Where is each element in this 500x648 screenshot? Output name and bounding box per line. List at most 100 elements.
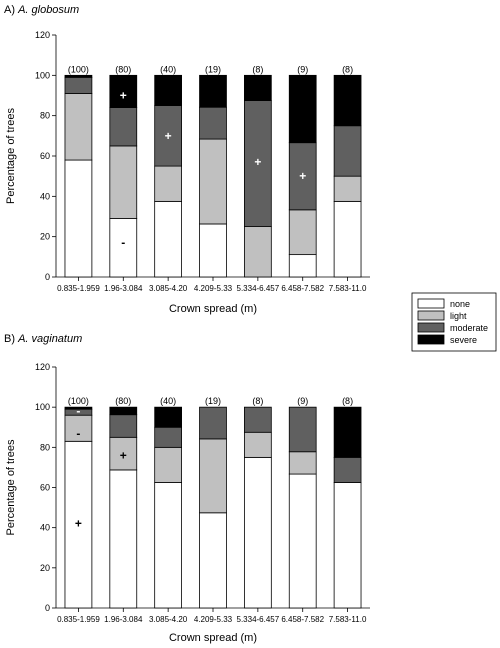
bar-segment-light	[199, 138, 227, 225]
y-tick-label: 100	[35, 70, 50, 80]
sample-size-label: (80)	[115, 64, 131, 74]
significance-marker: +	[165, 129, 172, 143]
bar-segment-none	[288, 473, 317, 609]
legend-swatch-none	[417, 298, 445, 309]
bar-segment-none	[333, 200, 362, 278]
bar-segment-moderate	[333, 125, 362, 177]
bar-segment-none	[288, 254, 317, 278]
bar-segment-none	[154, 200, 183, 278]
bar-segment-moderate	[109, 414, 138, 438]
legend-label-light: light	[450, 311, 467, 321]
panel-b-species: A. vaginatum	[17, 333, 82, 345]
significance-marker: -	[121, 236, 125, 250]
y-tick-label: 120	[35, 30, 50, 40]
sample-size-label: (8)	[252, 396, 263, 406]
bar-segment-moderate	[154, 426, 183, 448]
sample-size-label: (100)	[68, 396, 89, 406]
x-tick-label: 0.835-1.959	[57, 284, 100, 293]
panel-a-title: A) A. globosum	[4, 4, 79, 16]
y-axis-label: Percentage of trees	[5, 108, 17, 205]
sample-size-label: (8)	[342, 396, 353, 406]
bar-segment-severe	[109, 74, 138, 109]
bar-segment-moderate	[64, 76, 93, 94]
y-tick-label: 60	[40, 483, 50, 493]
bar-segment-none	[109, 469, 138, 609]
bar-segment-none	[243, 456, 272, 609]
bar-segment-severe	[333, 406, 362, 458]
bar-segment-light	[64, 414, 93, 442]
y-axis-label: Percentage of trees	[5, 439, 17, 536]
bar-segment-light	[288, 451, 317, 475]
bar-segment-light	[64, 93, 93, 161]
bar-segment-light	[109, 145, 138, 219]
legend-swatch-moderate	[417, 322, 445, 333]
bar-segment-moderate	[199, 106, 227, 140]
x-tick-label: 4.209-5.33	[194, 615, 233, 624]
panel-a-prefix: A)	[4, 4, 15, 16]
bar-segment-light	[243, 226, 272, 278]
bar-segment-none	[333, 482, 362, 609]
x-tick-label: 6.458-7.582	[281, 284, 324, 293]
sample-size-label: (19)	[205, 396, 221, 406]
bar-segment-severe	[288, 74, 317, 144]
sample-size-label: (19)	[205, 64, 221, 74]
bar-segment-severe	[109, 406, 138, 416]
bar-segment-severe	[199, 74, 227, 108]
bar-segment-severe	[64, 406, 93, 410]
bar-segment-severe	[333, 74, 362, 127]
bar-segment-moderate	[199, 406, 227, 440]
x-tick-label: 1.96-3.084	[104, 284, 143, 293]
x-tick-label: 5.334-6.457	[237, 284, 280, 293]
y-tick-label: 80	[40, 442, 50, 452]
bar-segment-light	[199, 438, 227, 514]
legend-label-none: none	[450, 299, 470, 309]
bar-segment-none	[154, 482, 183, 609]
significance-marker: +	[254, 155, 261, 169]
x-tick-label: 6.458-7.582	[281, 615, 324, 624]
panel-b-title: B) A. vaginatum	[4, 333, 82, 345]
y-tick-label: 40	[40, 191, 50, 201]
bar-segment-moderate	[109, 107, 138, 147]
legend: none light moderate severe	[411, 292, 497, 352]
legend-swatch-severe	[417, 334, 445, 345]
x-axis-label: Crown spread (m)	[169, 632, 257, 644]
bar-segment-moderate	[288, 142, 317, 211]
bar-segment-severe	[154, 74, 183, 106]
significance-marker: -	[76, 426, 80, 440]
bar-segment-none	[199, 223, 227, 278]
x-tick-label: 3.085-4.20	[149, 284, 188, 293]
significance-marker: +	[75, 517, 82, 531]
panel-a-species: A. globosum	[17, 4, 79, 16]
bar-segment-severe	[64, 74, 93, 78]
bar-segment-severe	[243, 74, 272, 101]
bar-segment-moderate	[243, 100, 272, 227]
bar-segment-light	[154, 165, 183, 202]
legend-label-moderate: moderate	[450, 323, 488, 333]
x-tick-label: 3.085-4.20	[149, 615, 188, 624]
y-tick-label: 20	[40, 563, 50, 573]
x-axis-label: Crown spread (m)	[169, 303, 257, 315]
significance-marker: +	[120, 89, 127, 103]
y-tick-label: 60	[40, 151, 50, 161]
y-tick-label: 0	[45, 272, 50, 282]
bar-segment-none	[64, 440, 93, 609]
y-tick-label: 120	[35, 362, 50, 372]
significance-marker: +	[299, 169, 306, 183]
y-tick-label: 20	[40, 232, 50, 242]
x-tick-label: 7.583-11.0	[329, 284, 367, 293]
y-tick-label: 100	[35, 402, 50, 412]
sample-size-label: (100)	[68, 64, 89, 74]
sample-size-label: (9)	[297, 64, 308, 74]
legend-label-severe: severe	[450, 335, 477, 345]
chart-panel-b: 0 20 40 60 80 100 120 Percentage of trees Crown …	[5, 362, 370, 644]
bar-segment-moderate	[288, 406, 317, 453]
bar-segment-light	[288, 209, 317, 256]
significance-marker: +	[120, 448, 127, 462]
bar-segment-moderate	[243, 406, 272, 433]
bar-segment-light	[154, 446, 183, 483]
bar-segment-moderate	[154, 105, 183, 167]
legend-swatch-light	[417, 310, 445, 321]
bar-segment-light	[243, 431, 272, 458]
x-tick-label: 7.583-11.0	[329, 615, 367, 624]
